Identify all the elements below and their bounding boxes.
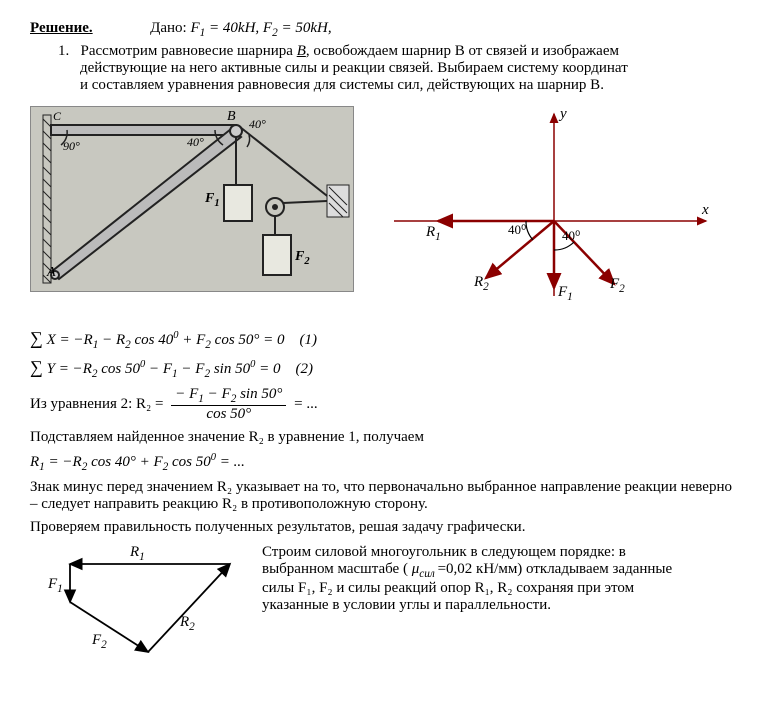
frac-num: − F1 − F2 sin 50° [171, 386, 286, 406]
bt-l2b: =0,02 кН/мм) откладываем заданные [438, 561, 673, 577]
coord-diagram: y x 40⁰ 40⁰ R1 R2 F1 F2 [374, 106, 714, 316]
coord-R2: R2 [474, 274, 489, 293]
coord-F2: F2 [610, 276, 625, 295]
poly-F1: F1 [48, 576, 63, 595]
axis-y: y [560, 106, 567, 123]
eq-r1: R1 = −R2 cos 40° + F2 cos 500 = ... [30, 452, 737, 473]
diagrams-row: C B A 90° 40° 40° F1 F2 [30, 106, 737, 316]
bottom-row: R1 F1 F2 R2 Строим силовой многоугольник… [30, 544, 737, 664]
bt-l2a: выбранном масштабе ( [262, 561, 412, 577]
from-eq2: Из уравнения 2: R₂ = − F1 − F2 sin 50° c… [30, 386, 737, 423]
bt-l1: Строим силовой многоугольник в следующем… [262, 544, 626, 560]
bt-l4: указанные в условии углы и параллельност… [262, 597, 551, 613]
label-F1: F1 [205, 191, 220, 209]
step1-l1c: , освобождаем шарнир B от связей и изобр… [306, 43, 619, 59]
poly-R1: R1 [130, 544, 145, 563]
ang-40a: 40° [187, 135, 204, 150]
eq1: ∑ X = −R1 − R2 cos 400 + F2 cos 50° = 0 … [30, 328, 737, 351]
from2-pre: Из уравнения 2: R₂ = [30, 396, 167, 412]
polygon-diagram: R1 F1 F2 R2 [30, 544, 250, 664]
given-label: Дано: [150, 20, 187, 36]
bt-l3: силы F₁, F₂ и силы реакций опор R₁, R₂ с… [262, 580, 634, 596]
para-sub: Подставляем найденное значение R₂ в урав… [30, 429, 737, 446]
frac: − F1 − F2 sin 50° cos 50° [171, 386, 286, 423]
from2-post: = ... [294, 396, 317, 412]
step1-num: 1. [58, 43, 69, 59]
step1-l2: действующие на него активные силы и реак… [80, 60, 628, 76]
coord-R1: R1 [426, 224, 441, 243]
label-C: C [53, 109, 61, 124]
poly-R2: R2 [180, 614, 195, 633]
ang-90: 90° [63, 139, 80, 154]
coord-svg [374, 106, 714, 316]
mechanical-diagram: C B A 90° 40° 40° F1 F2 [30, 106, 354, 292]
header-line: Решение. Дано: F1 = 40kH, F2 = 50kH, [30, 20, 737, 39]
poly-F2: F2 [92, 632, 107, 651]
para-check: Проверяем правильность полученных резуль… [30, 519, 737, 536]
eq2: ∑ Y = −R2 cos 500 − F1 − F2 sin 500 = 0 … [30, 357, 737, 380]
coord-ang40b: 40⁰ [562, 228, 580, 244]
step1: 1. Рассмотрим равновесие шарнира B, осво… [58, 43, 737, 94]
bt-mu-sub: сил [419, 568, 437, 580]
ang-40b: 40° [249, 117, 266, 132]
coord-ang40a: 40⁰ [508, 222, 526, 238]
step1-l1b: B [297, 43, 306, 59]
label-A: A [47, 265, 56, 281]
step1-l1: Рассмотрим равновесие шарнира [81, 43, 297, 59]
bottom-text: Строим силовой многоугольник в следующем… [262, 544, 672, 614]
coord-F1: F1 [558, 284, 573, 303]
axis-x: x [702, 202, 709, 219]
label-F2: F2 [295, 249, 310, 267]
given-formula: F1 = 40kH, F2 = 50kH, [190, 20, 331, 36]
solution-label: Решение. [30, 20, 93, 36]
label-B: B [227, 109, 236, 125]
frac-den: cos 50° [171, 406, 286, 423]
para-sign: Знак минус перед значением R₂ указывает … [30, 479, 737, 513]
step1-l3: и составляем уравнения равновесия для си… [80, 77, 604, 93]
